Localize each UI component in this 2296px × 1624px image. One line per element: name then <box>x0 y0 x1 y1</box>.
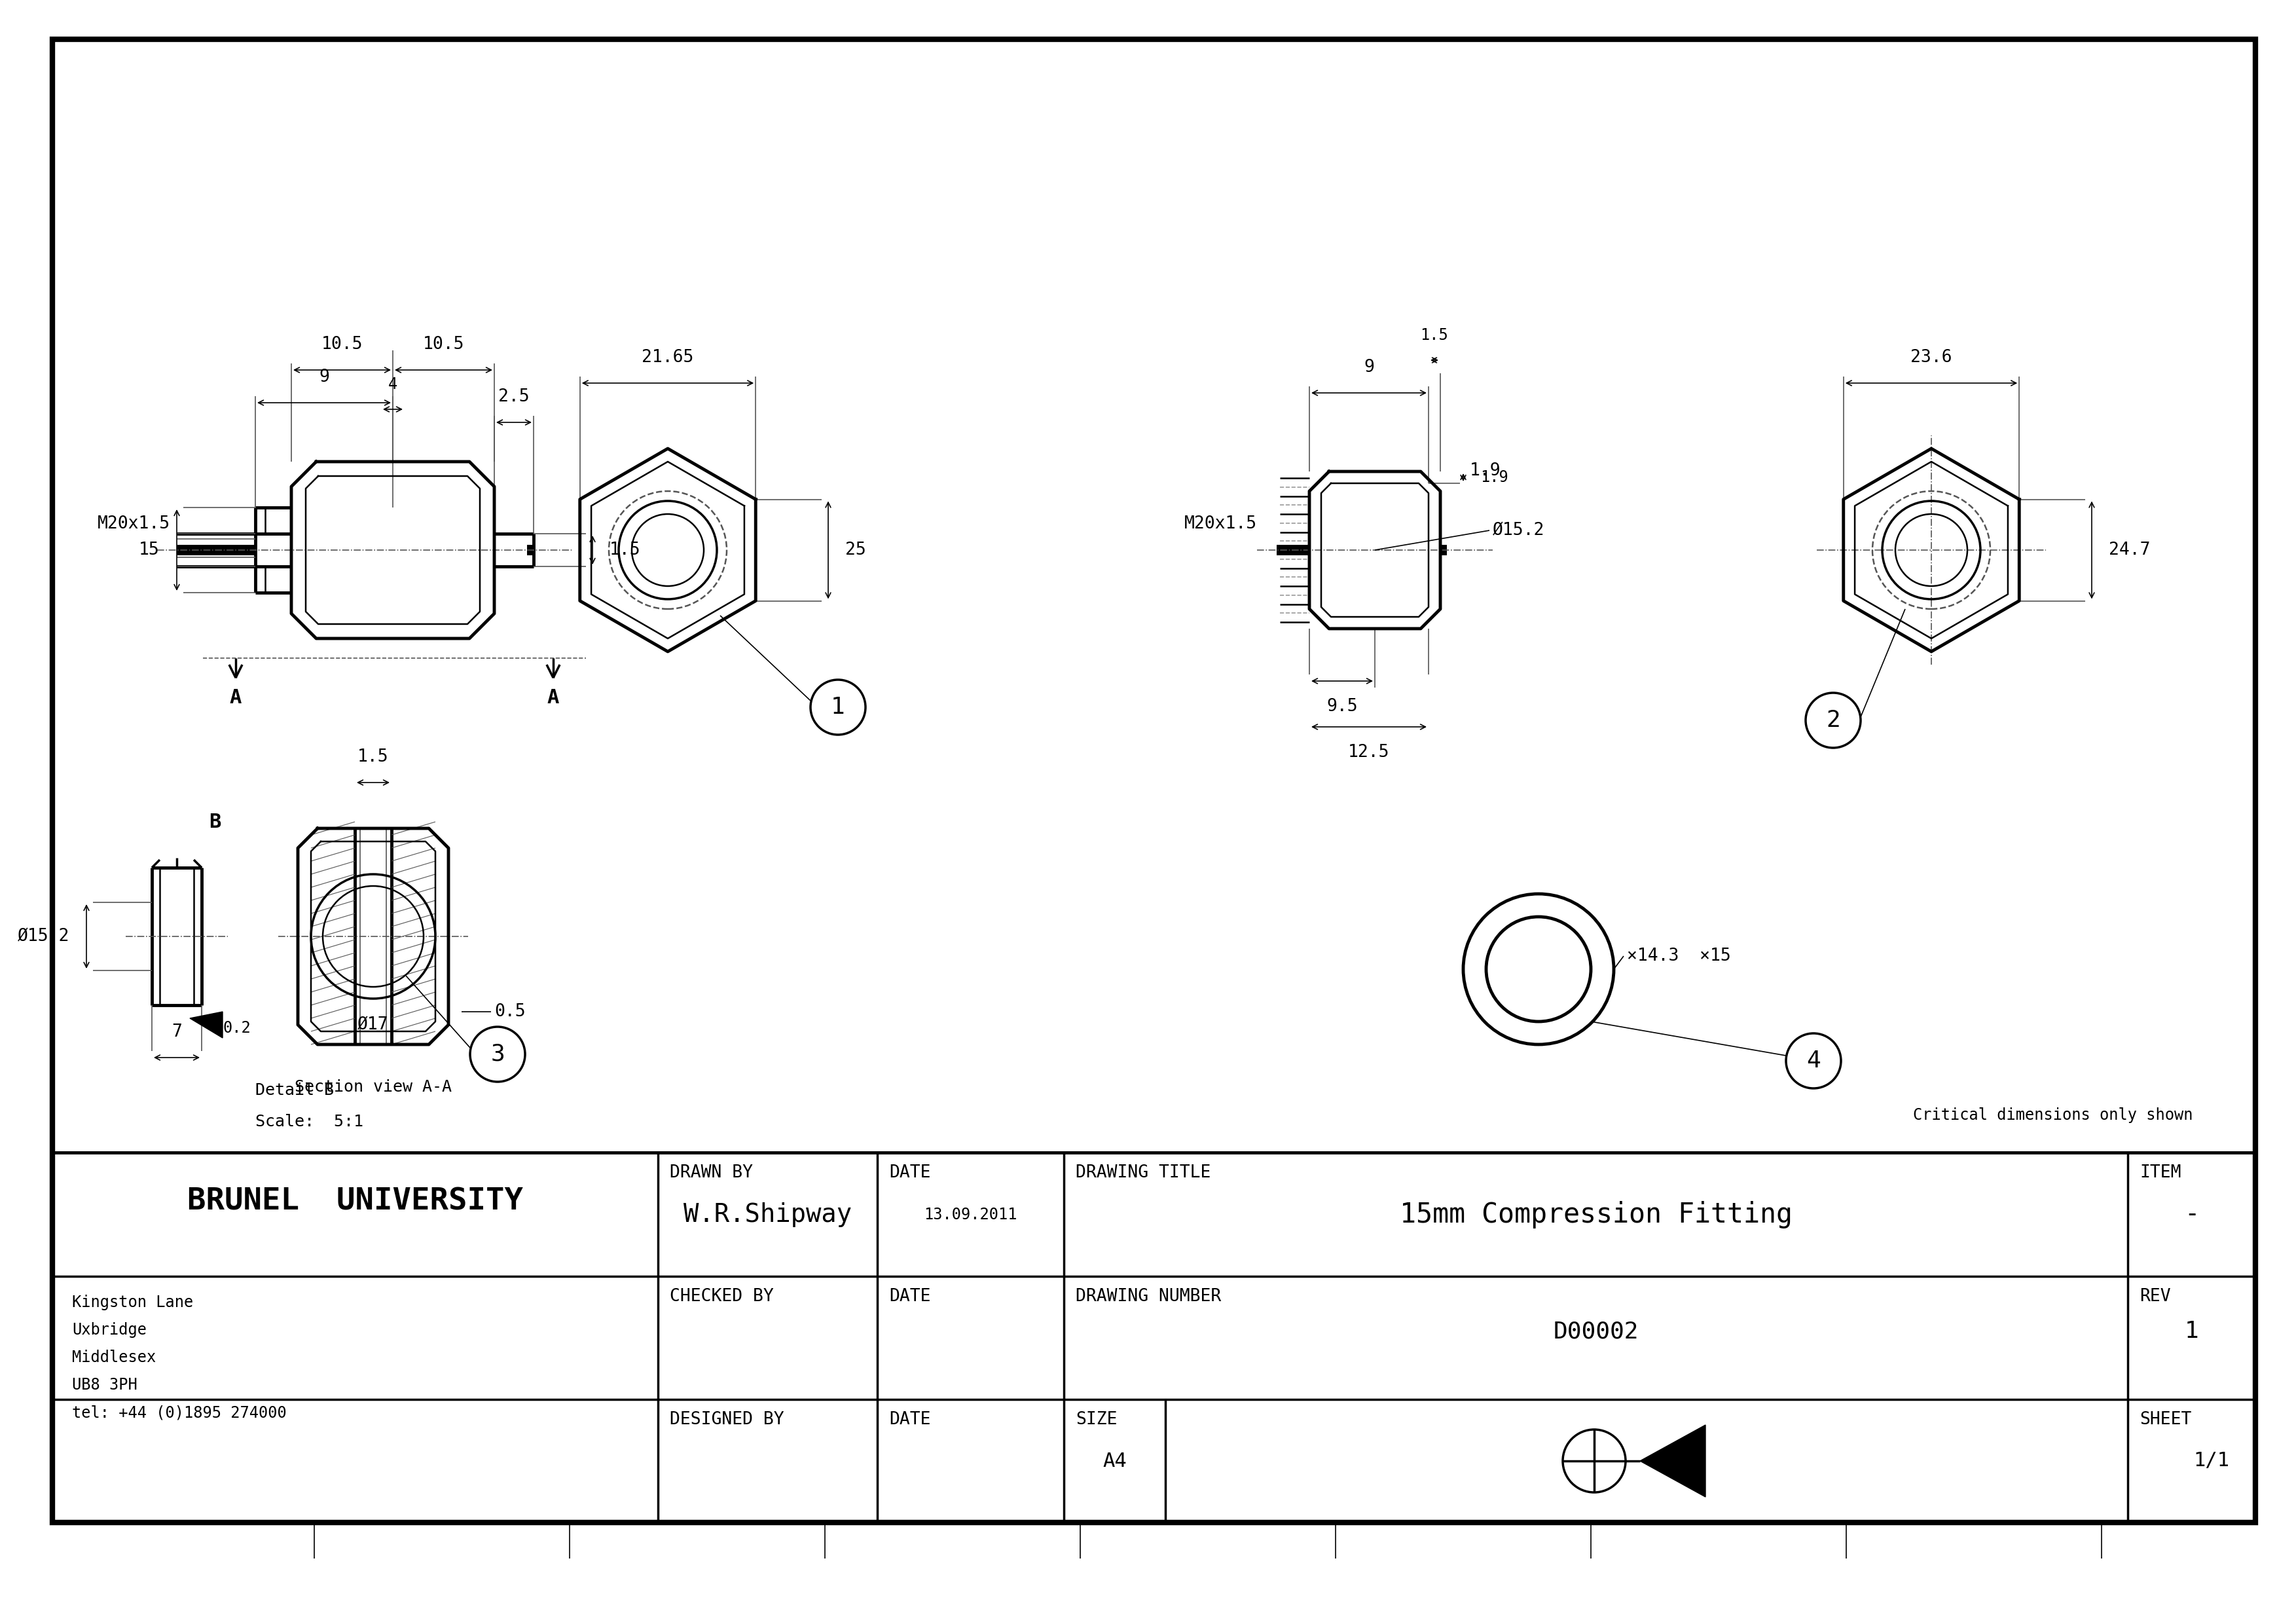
Text: A: A <box>230 689 241 706</box>
Text: DESIGNED BY: DESIGNED BY <box>670 1411 783 1427</box>
Text: tel: +44 (0)1895 274000: tel: +44 (0)1895 274000 <box>71 1405 287 1421</box>
Text: BRUNEL  UNIVERSITY: BRUNEL UNIVERSITY <box>188 1187 523 1216</box>
Polygon shape <box>1639 1424 1706 1497</box>
Text: DRAWING TITLE: DRAWING TITLE <box>1075 1164 1210 1181</box>
Text: 12.5: 12.5 <box>1348 744 1389 762</box>
Text: Section view A-A: Section view A-A <box>294 1080 452 1095</box>
Text: 9.5: 9.5 <box>1327 698 1357 715</box>
Text: 15: 15 <box>140 541 161 559</box>
Text: B: B <box>209 812 220 831</box>
Text: UB8 3PH: UB8 3PH <box>71 1377 138 1393</box>
Text: 9: 9 <box>319 369 328 387</box>
Text: DATE: DATE <box>889 1288 930 1306</box>
Text: DATE: DATE <box>889 1411 930 1427</box>
Text: Ø17: Ø17 <box>358 1017 388 1033</box>
Text: 0.2: 0.2 <box>223 1020 250 1036</box>
Text: A4: A4 <box>1102 1452 1127 1470</box>
Text: D00002: D00002 <box>1552 1320 1639 1343</box>
Text: 1.5: 1.5 <box>1421 328 1449 343</box>
Text: REV: REV <box>2140 1288 2170 1306</box>
Text: 1.9: 1.9 <box>1481 469 1508 486</box>
Text: 2.5: 2.5 <box>498 388 530 406</box>
Text: ×14.3  ×15: ×14.3 ×15 <box>1628 947 1731 965</box>
Text: Ø15.2: Ø15.2 <box>18 927 69 945</box>
Text: 10.5: 10.5 <box>422 336 464 352</box>
Text: 24.7: 24.7 <box>2108 541 2151 559</box>
Text: 13.09.2011: 13.09.2011 <box>923 1207 1017 1223</box>
Text: 4: 4 <box>1807 1049 1821 1072</box>
Text: DRAWN BY: DRAWN BY <box>670 1164 753 1181</box>
Text: 7: 7 <box>172 1023 181 1041</box>
Text: 4: 4 <box>388 377 397 393</box>
Text: Critical dimensions only shown: Critical dimensions only shown <box>1913 1108 2193 1124</box>
Bar <box>1277 544 1309 555</box>
Text: Detail B: Detail B <box>255 1083 333 1098</box>
Text: M20x1.5: M20x1.5 <box>1185 515 1256 533</box>
Text: 3: 3 <box>491 1043 505 1065</box>
Text: Uxbridge: Uxbridge <box>71 1322 147 1338</box>
Bar <box>528 544 533 555</box>
Text: SIZE: SIZE <box>1075 1411 1118 1427</box>
Text: 1.5: 1.5 <box>608 541 641 559</box>
Text: Middlesex: Middlesex <box>71 1350 156 1366</box>
Text: SHEET: SHEET <box>2140 1411 2190 1427</box>
Text: W.R.Shipway: W.R.Shipway <box>684 1202 852 1226</box>
Text: 10.5: 10.5 <box>321 336 363 352</box>
Text: Scale:  5:1: Scale: 5:1 <box>255 1114 363 1130</box>
Text: 1: 1 <box>831 697 845 718</box>
Text: 25: 25 <box>845 541 866 559</box>
Text: Kingston Lane: Kingston Lane <box>71 1294 193 1311</box>
Text: 21.65: 21.65 <box>643 349 693 365</box>
Text: DRAWING NUMBER: DRAWING NUMBER <box>1075 1288 1221 1306</box>
Text: 1: 1 <box>2183 1320 2200 1343</box>
Text: Ø15.2: Ø15.2 <box>1492 521 1545 539</box>
Text: 1.9: 1.9 <box>1469 463 1502 479</box>
Text: M20x1.5: M20x1.5 <box>96 515 170 533</box>
Text: 15mm Compression Fitting: 15mm Compression Fitting <box>1398 1200 1793 1228</box>
Text: ITEM: ITEM <box>2140 1164 2181 1181</box>
Text: 0.5: 0.5 <box>494 1004 526 1020</box>
Polygon shape <box>191 1012 223 1038</box>
Text: 9: 9 <box>1364 359 1373 375</box>
Text: DATE: DATE <box>889 1164 930 1181</box>
Text: 23.6: 23.6 <box>1910 349 1952 365</box>
Text: A: A <box>546 689 560 706</box>
Bar <box>177 544 255 555</box>
Bar <box>1440 544 1446 555</box>
Text: 1/1: 1/1 <box>2193 1452 2229 1470</box>
Text: CHECKED BY: CHECKED BY <box>670 1288 774 1306</box>
Text: -: - <box>2183 1202 2200 1226</box>
Text: 1.5: 1.5 <box>358 749 388 765</box>
Text: 2: 2 <box>1825 710 1841 731</box>
